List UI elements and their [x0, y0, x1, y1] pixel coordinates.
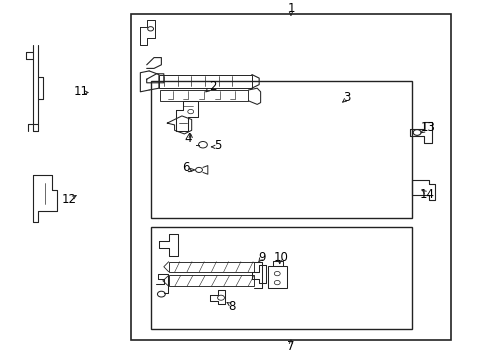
Bar: [160, 90, 248, 101]
Text: 4: 4: [184, 132, 192, 145]
Text: 12: 12: [62, 193, 77, 206]
Text: 5: 5: [213, 139, 221, 152]
Text: 11: 11: [73, 85, 88, 98]
Bar: [150, 227, 411, 329]
Bar: [168, 275, 254, 286]
Bar: [159, 75, 251, 88]
Bar: [168, 262, 254, 272]
Text: 14: 14: [419, 188, 433, 201]
Text: 6: 6: [182, 161, 189, 174]
Bar: [267, 266, 286, 288]
Text: 8: 8: [228, 300, 236, 313]
Text: 1: 1: [286, 3, 294, 15]
Text: 2: 2: [208, 80, 216, 93]
Text: 9: 9: [257, 251, 265, 264]
Text: 10: 10: [273, 251, 288, 264]
Text: 13: 13: [420, 121, 434, 134]
Bar: [150, 81, 411, 218]
Text: 7: 7: [286, 340, 294, 353]
Bar: [131, 14, 450, 340]
Text: 3: 3: [343, 91, 350, 104]
